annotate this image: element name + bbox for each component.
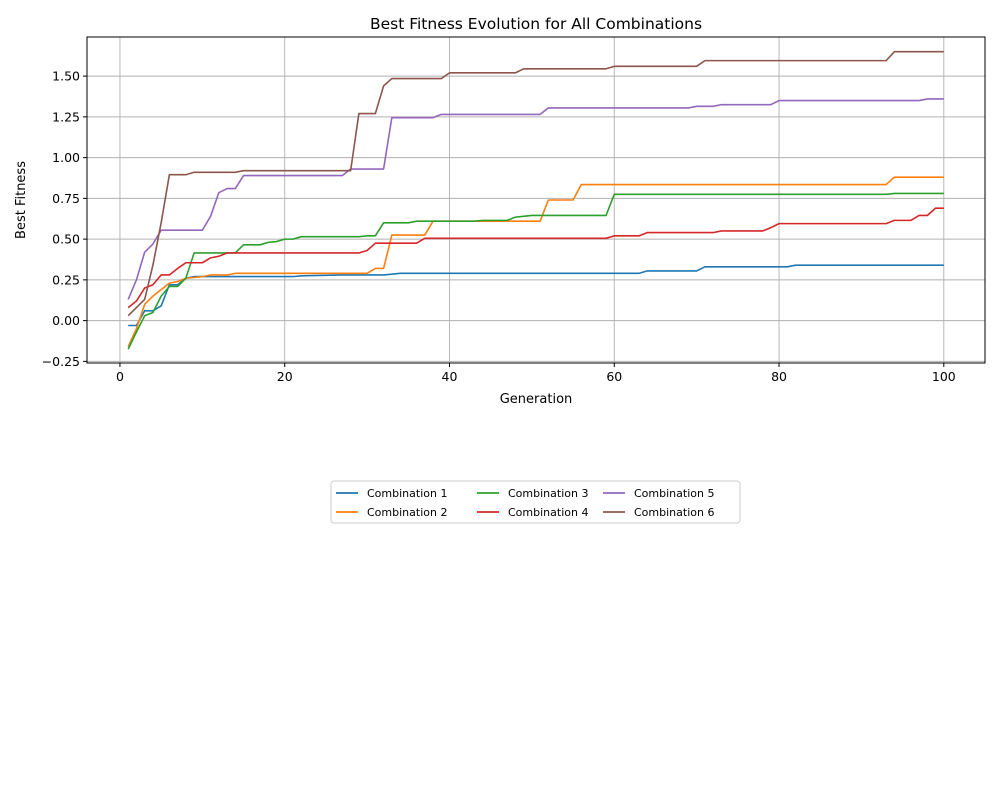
plot-frame	[86, 36, 986, 364]
y-tick-label: 1.00	[52, 150, 80, 165]
y-tick-label: 0.00	[52, 313, 80, 328]
legend: Combination 1 Combination 2 Combination 3 C…	[330, 480, 741, 524]
series-line-combination-3	[127, 192, 944, 350]
y-tick-label: 0.25	[52, 272, 80, 287]
chart-title: Best Fitness Evolution for All Combinati…	[370, 15, 702, 33]
series-line-combination-4	[127, 207, 944, 309]
y-tick-label: 1.50	[52, 69, 80, 84]
legend-label: Combination 4	[508, 506, 588, 519]
series-line-combination-2	[127, 176, 944, 348]
x-axis-ticks: 0 20 40 60 80 100	[116, 363, 956, 384]
y-tick-label: −0.25	[42, 354, 80, 369]
x-tick-label: 100	[932, 369, 956, 384]
x-tick-label: 80	[771, 369, 787, 384]
series-lines	[127, 50, 944, 350]
x-tick-label: 20	[277, 369, 293, 384]
series-line-combination-6	[127, 50, 944, 317]
y-tick-label: 0.75	[52, 191, 80, 206]
series-line-combination-1	[128, 264, 944, 327]
grid	[87, 37, 985, 363]
legend-label: Combination 6	[634, 506, 714, 519]
y-tick-label: 0.50	[52, 232, 80, 247]
x-tick-label: 0	[116, 369, 124, 384]
legend-label: Combination 3	[508, 487, 588, 500]
x-tick-label: 60	[606, 369, 622, 384]
y-axis-ticks: −0.25 0.00 0.25 0.50 0.75 1.00 1.25 1.50	[42, 69, 87, 369]
legend-label: Combination 5	[634, 487, 714, 500]
legend-box	[330, 480, 741, 524]
y-axis-label: Best Fitness	[14, 161, 29, 239]
x-axis-label: Generation	[500, 392, 573, 407]
legend-label: Combination 1	[367, 487, 447, 500]
legend-label: Combination 2	[367, 506, 447, 519]
series-line-combination-5	[127, 98, 944, 300]
x-tick-label: 40	[442, 369, 458, 384]
y-tick-label: 1.25	[52, 109, 80, 124]
